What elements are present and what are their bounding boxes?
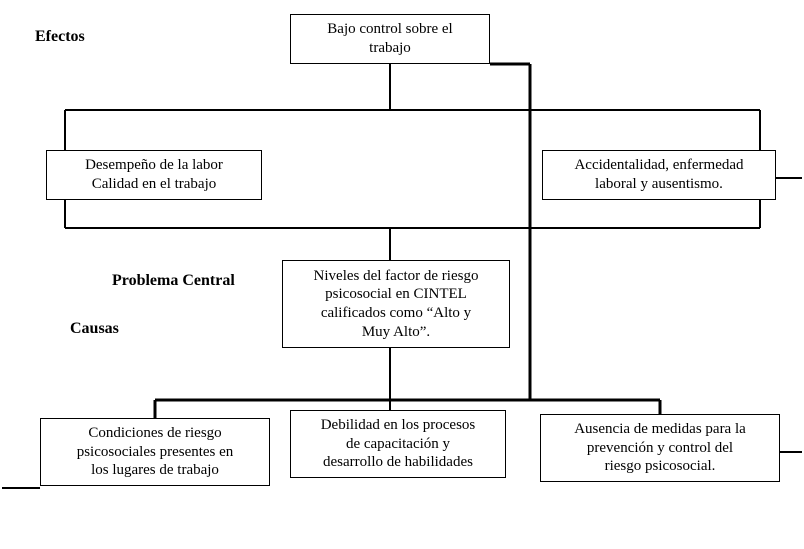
- node-bot-l: Condiciones de riesgo psicosociales pres…: [40, 418, 270, 486]
- node-top: Bajo control sobre el trabajo: [290, 14, 490, 64]
- label-efectos: Efectos: [35, 28, 85, 46]
- label-problema: Problema Central: [112, 272, 235, 290]
- node-central: Niveles del factor de riesgo psicosocial…: [282, 260, 510, 348]
- node-bot-r-text: Ausencia de medidas para la prevención y…: [574, 420, 746, 476]
- node-bot-m-text: Debilidad en los procesos de capacitació…: [321, 416, 476, 472]
- node-mid-l: Desempeño de la labor Calidad en el trab…: [46, 150, 262, 200]
- node-bot-m: Debilidad en los procesos de capacitació…: [290, 410, 506, 478]
- node-mid-r-text: Accidentalidad, enfermedad laboral y aus…: [574, 156, 743, 194]
- node-bot-r: Ausencia de medidas para la prevención y…: [540, 414, 780, 482]
- node-mid-r: Accidentalidad, enfermedad laboral y aus…: [542, 150, 776, 200]
- label-causas: Causas: [70, 320, 119, 338]
- node-central-text: Niveles del factor de riesgo psicosocial…: [314, 267, 479, 342]
- node-bot-l-text: Condiciones de riesgo psicosociales pres…: [77, 424, 234, 480]
- diagram-stage: Efectos Problema Central Causas Bajo con…: [0, 0, 804, 549]
- node-top-text: Bajo control sobre el trabajo: [327, 20, 452, 58]
- node-mid-l-text: Desempeño de la labor Calidad en el trab…: [85, 156, 223, 194]
